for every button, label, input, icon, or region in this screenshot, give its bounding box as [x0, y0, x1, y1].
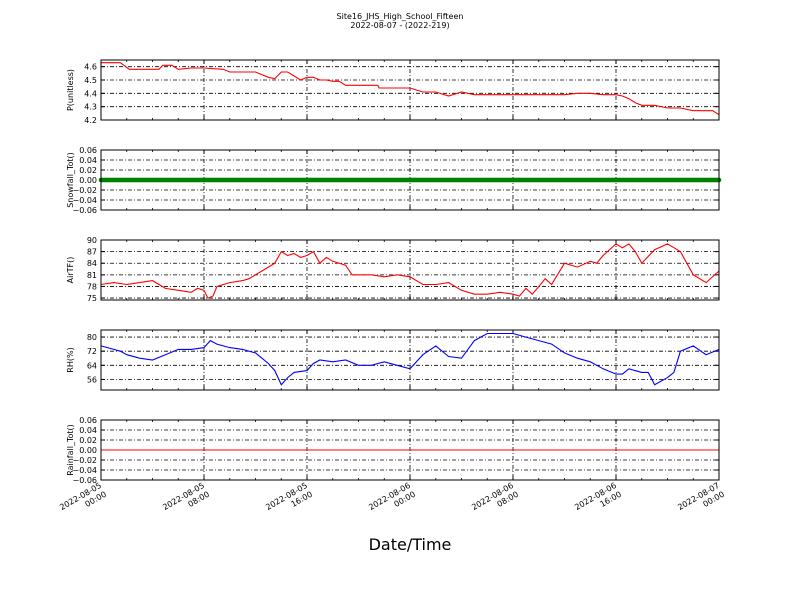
panel-5: −0.06−0.04−0.020.000.020.040.06 Rainfall_… [66, 416, 720, 485]
plot-frame [100, 149, 720, 211]
panel-4: 56 64 72 80 RH(%) [66, 329, 720, 391]
y-tick-label: 0.00 [79, 176, 97, 185]
chart-title: Site16_JHS_High_School_Fifteen [337, 12, 464, 21]
x-axis-label: Date/Time [369, 535, 452, 554]
y-tick-label: 81 [87, 271, 97, 280]
y-tick-label: 90 [87, 236, 97, 245]
y-axis-label: Snowfall_Tot() [66, 152, 75, 208]
series-line [100, 332, 720, 386]
panel-3: 75 78 81 84 87 90 AirTF() [66, 236, 720, 303]
panel-1: 4.2 4.3 4.4 4.5 4.6 P(unitless) [66, 59, 720, 125]
y-tick-label: 4.5 [84, 76, 97, 85]
panel-2: −0.06−0.04−0.020.000.020.040.06 Snowfall_… [66, 146, 722, 215]
y-tick-label: 0.04 [79, 156, 97, 165]
plot-frame [100, 239, 720, 301]
y-tick-label: 0.02 [79, 436, 97, 445]
y-tick-label: 72 [87, 347, 97, 356]
y-tick-label: 4.4 [84, 89, 97, 98]
series-markers [98, 177, 722, 183]
y-tick-label: 0.06 [79, 146, 97, 155]
y-tick-label: 87 [87, 248, 97, 257]
plot-frame [100, 329, 720, 391]
chart-subtitle: 2022-08-07 - (2022-219) [350, 21, 449, 30]
y-tick-label: 78 [87, 282, 97, 291]
y-axis-label: Rainfall_Tot() [66, 424, 75, 476]
y-tick-label: 0.02 [79, 166, 97, 175]
plot-frame [100, 419, 720, 481]
y-tick-label: 56 [87, 375, 97, 384]
y-tick-label: −0.06 [72, 476, 97, 485]
y-tick-label: 0.04 [79, 426, 97, 435]
y-tick-label: −0.02 [72, 456, 97, 465]
series-line [101, 62, 720, 116]
y-axis-label: AirTF() [66, 257, 75, 284]
y-tick-label: −0.04 [72, 466, 97, 475]
y-tick-label: 0.06 [79, 416, 97, 425]
y-tick-label: 4.2 [84, 116, 97, 125]
y-tick-label: 4.6 [84, 63, 97, 72]
plot-frame [100, 59, 720, 121]
y-tick-label: 75 [87, 294, 97, 303]
y-tick-label: 4.3 [84, 103, 97, 112]
y-tick-label: −0.04 [72, 196, 97, 205]
y-tick-label: 0.00 [79, 446, 97, 455]
y-tick-label: −0.06 [72, 206, 97, 215]
series-line [100, 243, 720, 299]
y-tick-label: 80 [87, 333, 97, 342]
y-tick-label: −0.02 [72, 186, 97, 195]
y-tick-label: 64 [87, 361, 97, 370]
y-tick-label: 84 [87, 259, 97, 268]
y-axis-label: P(unitless) [66, 69, 75, 111]
y-axis-label: RH(%) [66, 347, 75, 372]
